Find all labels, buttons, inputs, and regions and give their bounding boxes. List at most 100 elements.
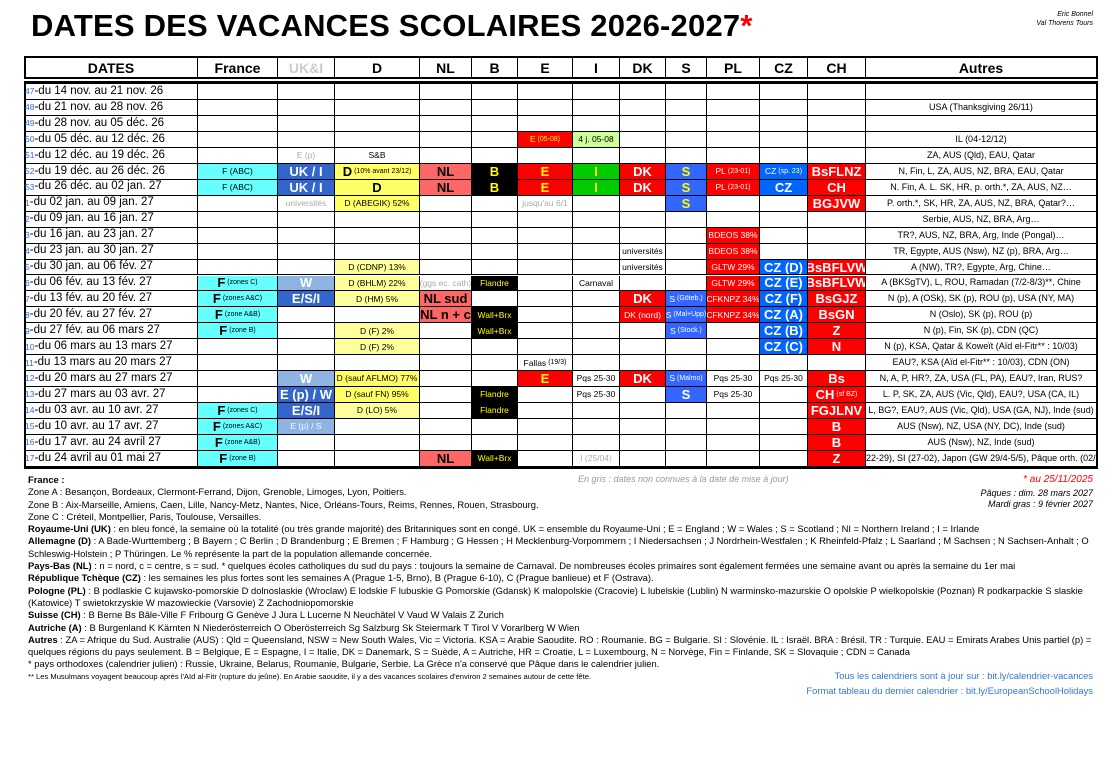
table-cell: Bs xyxy=(808,371,866,388)
table-cell xyxy=(620,435,666,452)
cell-text: DK (nord) xyxy=(624,309,661,320)
week-number: 6 xyxy=(25,277,30,288)
table-cell: CZ (D) xyxy=(760,259,808,276)
date-cell: 7 -du 13 fév. au 20 fév. 27 xyxy=(25,291,198,308)
table-cell xyxy=(518,451,573,467)
note-text: Zone C : Créteil, Montpellier, Paris, To… xyxy=(28,510,262,522)
table-cell xyxy=(573,339,620,356)
date-cell: 51 -du 12 déc. au 19 déc. 26 xyxy=(25,147,198,164)
cell-note: (zone A&B) xyxy=(224,311,261,319)
table-cell: A (BKSgTV), L, ROU, Ramadan (7/2-8/3)**,… xyxy=(866,275,1097,292)
table-cell xyxy=(620,403,666,420)
date-range: -du 21 nov. au 28 nov. 26 xyxy=(34,100,164,113)
table-cell: Wall+Brx xyxy=(472,323,518,340)
table-cell xyxy=(573,99,620,116)
table-cell xyxy=(335,211,420,228)
cell-text: IL (22-29), SI (27-02), Japon (GW 29/4-5… xyxy=(866,453,1097,463)
table-cell: E/S/I xyxy=(278,403,335,420)
table-cell: N, A, P, HR?, ZA, USA (FL, PA), EAU?, Ir… xyxy=(866,371,1097,388)
cell-note: (Malmo) xyxy=(677,375,703,383)
table-cell: CZ (B) xyxy=(760,323,808,340)
date-cell: 11 -du 13 mars au 20 mars 27 xyxy=(25,355,198,372)
link[interactable]: Tous les calendriers sont à jour sur : b… xyxy=(834,670,1093,681)
table-cell xyxy=(335,115,420,132)
date-cell: 52 -du 19 déc. au 26 déc. 26 xyxy=(25,163,198,180)
cell-text: F xyxy=(219,323,228,339)
table-cell xyxy=(198,211,278,228)
cell-note: (zones A&C) xyxy=(222,423,263,431)
table-cell: F (ABC) xyxy=(198,163,278,180)
table-cell: EAU?, KSA (Aïd el-Fitr** : 10/03), CDN (… xyxy=(866,355,1097,372)
date-range: -du 03 avr. au 10 avr. 27 xyxy=(34,403,159,416)
cell-text: CZ xyxy=(774,179,793,195)
cell-text: Bs xyxy=(828,371,845,387)
cell-text: F xyxy=(217,403,226,419)
table-cell: AUS (Nsw), NZ, Inde (sud) xyxy=(866,435,1097,452)
cell-text: W xyxy=(299,275,313,291)
date-range: -du 23 jan. au 30 jan. 27 xyxy=(29,244,154,257)
week-number: 10 xyxy=(25,341,35,352)
cell-text: CZ (F) xyxy=(764,291,803,307)
table-cell xyxy=(518,435,573,452)
table-cell xyxy=(472,243,518,260)
table-cell: N, Fin, L, ZA, AUS, NZ, BRA, EAU, Qatar xyxy=(866,163,1097,180)
table-cell xyxy=(760,195,808,212)
table-cell xyxy=(666,131,707,148)
table-cell: NL xyxy=(420,163,472,180)
week-number: 8 xyxy=(25,309,30,320)
note-label: République Tchèque (CZ) xyxy=(28,572,141,584)
cell-note: (sf BZ) xyxy=(836,391,858,399)
cell-text: F (ABC) xyxy=(222,181,253,192)
cell-text: Flandre xyxy=(480,405,509,416)
cell-text: AUS (Nsw), NZ, USA (NY, DC), Inde (sud) xyxy=(897,421,1065,432)
cell-text: L, BG?, EAU?, AUS (Vic, Qld), USA (GA, N… xyxy=(868,405,1094,416)
table-cell: N. Fin, A. L. SK, HR, p. orth.*, ZA, AUS… xyxy=(866,179,1097,196)
table-cell: Wall+Brx xyxy=(472,451,518,467)
table-cell xyxy=(808,243,866,260)
cell-text: Pqs 25-30 xyxy=(576,389,616,400)
cell-text: NL xyxy=(436,179,455,195)
table-cell xyxy=(573,259,620,276)
cell-text: jusqu'au 6/1 xyxy=(522,197,568,208)
cell-text: E xyxy=(529,134,536,145)
table-cell: CZ xyxy=(760,179,808,196)
table-cell: universités xyxy=(620,243,666,260)
table-cell xyxy=(808,115,866,132)
table-cell: CZ (A) xyxy=(760,307,808,324)
table-cell xyxy=(666,227,707,244)
cell-text: D (HM) 5% xyxy=(355,293,399,304)
table-cell: E (p) xyxy=(278,147,335,164)
table-cell: Pqs 25-30 xyxy=(573,371,620,388)
week-number: 16 xyxy=(25,437,35,448)
table-cell xyxy=(518,147,573,164)
table-cell xyxy=(198,243,278,260)
table-cell: CZ (F) xyxy=(760,291,808,308)
table-cell: S (Mal+Upp) xyxy=(666,307,707,324)
table-cell xyxy=(573,307,620,324)
cell-text: universités xyxy=(285,197,327,208)
table-cell xyxy=(620,147,666,164)
table-cell: S xyxy=(666,163,707,180)
table-cell: E xyxy=(518,163,573,180)
table-cell xyxy=(866,115,1097,132)
table-cell xyxy=(518,339,573,356)
note: République Tchèque (CZ) : les semaines l… xyxy=(28,572,1096,584)
table-cell: DK xyxy=(620,371,666,388)
note-label: Royaume-Uni (UK) xyxy=(28,523,111,535)
table-cell: D (LO) 5% xyxy=(335,403,420,420)
table-cell xyxy=(518,275,573,292)
note: Pays-Bas (NL) : n = nord, c = centre, s … xyxy=(28,560,1096,572)
link[interactable]: Format tableau du dernier calendrier : b… xyxy=(806,685,1093,696)
note: Royaume-Uni (UK) : en bleu foncé, la sem… xyxy=(28,523,1096,535)
cell-text: A (BKSgTV), L, ROU, Ramadan (7/2-8/3)**,… xyxy=(881,277,1081,288)
cell-text: D xyxy=(342,163,353,179)
table-cell xyxy=(620,227,666,244)
date-cell: 15 -du 10 avr. au 17 avr. 27 xyxy=(25,419,198,436)
cell-text: UK / I xyxy=(289,163,323,179)
easter-date: Pâques : dim. 28 mars 2027 xyxy=(980,488,1093,498)
table-cell: CZ (sp. 23) xyxy=(760,163,808,180)
cell-text: Carnaval xyxy=(578,277,614,288)
date-range: -du 20 mars au 27 mars 27 xyxy=(34,371,173,384)
cell-text: E xyxy=(540,179,550,195)
table-cell xyxy=(620,211,666,228)
